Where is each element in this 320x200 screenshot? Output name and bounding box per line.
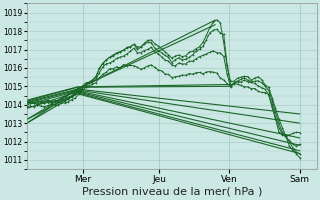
X-axis label: Pression niveau de la mer( hPa ): Pression niveau de la mer( hPa ) [82,187,262,197]
